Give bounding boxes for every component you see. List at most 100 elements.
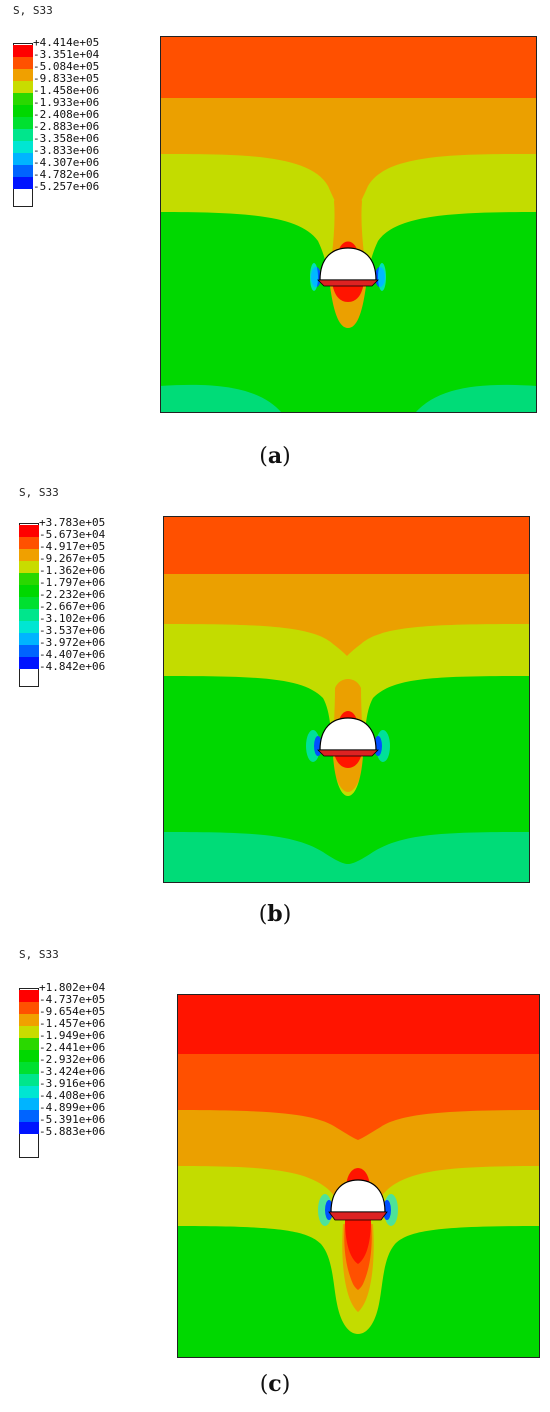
legend-value: -3.358e+06 (33, 132, 100, 145)
legend-value: -2.883e+06 (33, 120, 100, 133)
legend-swatch (19, 645, 39, 657)
legend-value: -4.737e+05 (39, 993, 106, 1006)
caption: (b) (258, 901, 292, 927)
legend-swatch (13, 93, 33, 105)
caption: (c) (259, 1371, 291, 1397)
legend-swatch (19, 621, 39, 633)
legend-swatch (13, 117, 33, 129)
band-green (177, 1226, 540, 1358)
tunnel-opening (330, 1179, 386, 1213)
band-red-core (345, 1220, 371, 1264)
band-cyan-left (310, 263, 318, 291)
legend-value: +3.783e+05 (39, 516, 106, 529)
legend-swatch (19, 561, 39, 573)
legend-swatch (19, 1002, 39, 1014)
legend-value: -1.797e+06 (39, 576, 106, 589)
contour-plot (177, 994, 540, 1358)
legend-swatch (19, 1086, 39, 1098)
panel-b: S, S33 +3.783e+05 -5.673e+04 -4.917e+05 … (0, 476, 550, 946)
legend-value: -1.949e+06 (39, 1029, 106, 1042)
legend-swatch (19, 585, 39, 597)
legend-swatch (13, 45, 33, 57)
legend-value: -4.407e+06 (39, 648, 106, 661)
tunnel-opening (319, 247, 377, 281)
caption-letter: a (267, 443, 283, 469)
legend-swatch (19, 1074, 39, 1086)
legend-value: -4.782e+06 (33, 168, 100, 181)
legend-value: -5.883e+06 (39, 1125, 106, 1138)
legend-value: +1.802e+04 (39, 981, 106, 994)
caption: (a) (259, 443, 291, 469)
legend-value: -2.932e+06 (39, 1053, 106, 1066)
panel-c: S, S33 +1.802e+04 -4.737e+05 -9.654e+05 … (0, 946, 550, 1412)
legend-value: -4.307e+06 (33, 156, 100, 169)
legend-value: -2.408e+06 (33, 108, 100, 121)
legend-value: -1.457e+06 (39, 1017, 106, 1030)
legend-swatch (13, 81, 33, 93)
plot-frame (177, 994, 540, 1358)
legend-swatch (13, 57, 33, 69)
legend-value: -9.654e+05 (39, 1005, 106, 1018)
legend-value: -5.673e+04 (39, 528, 106, 541)
tunnel-lining (328, 1211, 388, 1221)
variable-title: S, S33 (19, 948, 59, 961)
contour-plot (160, 36, 537, 413)
legend-value: -3.537e+06 (39, 624, 106, 637)
band-green (160, 212, 537, 413)
legend-value: -1.362e+06 (39, 564, 106, 577)
legend-value: -4.899e+06 (39, 1101, 106, 1114)
legend-swatch (13, 69, 33, 81)
legend-value: +4.414e+05 (33, 36, 100, 49)
legend-swatch (19, 609, 39, 621)
legend-value: -4.408e+06 (39, 1089, 106, 1102)
legend-swatch (19, 525, 39, 537)
legend-value: -1.933e+06 (33, 96, 100, 109)
legend-swatch (19, 549, 39, 561)
band-red-lower (332, 282, 364, 302)
legend-value: -9.267e+05 (39, 552, 106, 565)
legend-swatch (19, 1062, 39, 1074)
legend-value: -1.458e+06 (33, 84, 100, 97)
plot-frame (163, 516, 530, 883)
legend-swatch (19, 633, 39, 645)
legend-swatch (13, 141, 33, 153)
panel-a: S, S33 +4.414e+05 -3.351e+04 -5.084e+05 … (0, 0, 550, 475)
legend-swatch (19, 657, 39, 669)
legend-swatch (19, 1014, 39, 1026)
caption-letter: c (268, 1371, 282, 1397)
legend-value: -5.257e+06 (33, 180, 100, 193)
legend-swatch (19, 1110, 39, 1122)
legend-value: -3.102e+06 (39, 612, 106, 625)
legend-value: -2.441e+06 (39, 1041, 106, 1054)
legend-swatch (13, 177, 33, 189)
legend-swatch (19, 1038, 39, 1050)
contour-plot (163, 516, 530, 883)
legend-swatch (19, 1122, 39, 1134)
legend-swatch (19, 1026, 39, 1038)
legend-swatch (13, 165, 33, 177)
legend-swatch (19, 597, 39, 609)
plot-frame (160, 36, 537, 413)
legend-swatch (19, 1050, 39, 1062)
legend-value: -5.391e+06 (39, 1113, 106, 1126)
legend-swatch (13, 153, 33, 165)
band-green (163, 676, 530, 883)
tunnel-lining (317, 279, 379, 287)
legend-value: -3.916e+06 (39, 1077, 106, 1090)
legend-value: -3.424e+06 (39, 1065, 106, 1078)
band-cyan-right (378, 263, 386, 291)
band-green-teal (163, 832, 530, 883)
legend-swatch (13, 105, 33, 117)
legend-value: -3.972e+06 (39, 636, 106, 649)
legend-value: -9.833e+05 (33, 72, 100, 85)
legend-value: -2.232e+06 (39, 588, 106, 601)
legend-value: -2.667e+06 (39, 600, 106, 613)
tunnel-opening (319, 717, 377, 751)
legend-swatch (13, 129, 33, 141)
band-green-teal-right (415, 384, 537, 413)
legend-swatch (19, 537, 39, 549)
band-green-teal-left (160, 384, 282, 413)
caption-letter: b (267, 901, 283, 927)
legend-swatch (19, 990, 39, 1002)
legend-value: -4.917e+05 (39, 540, 106, 553)
